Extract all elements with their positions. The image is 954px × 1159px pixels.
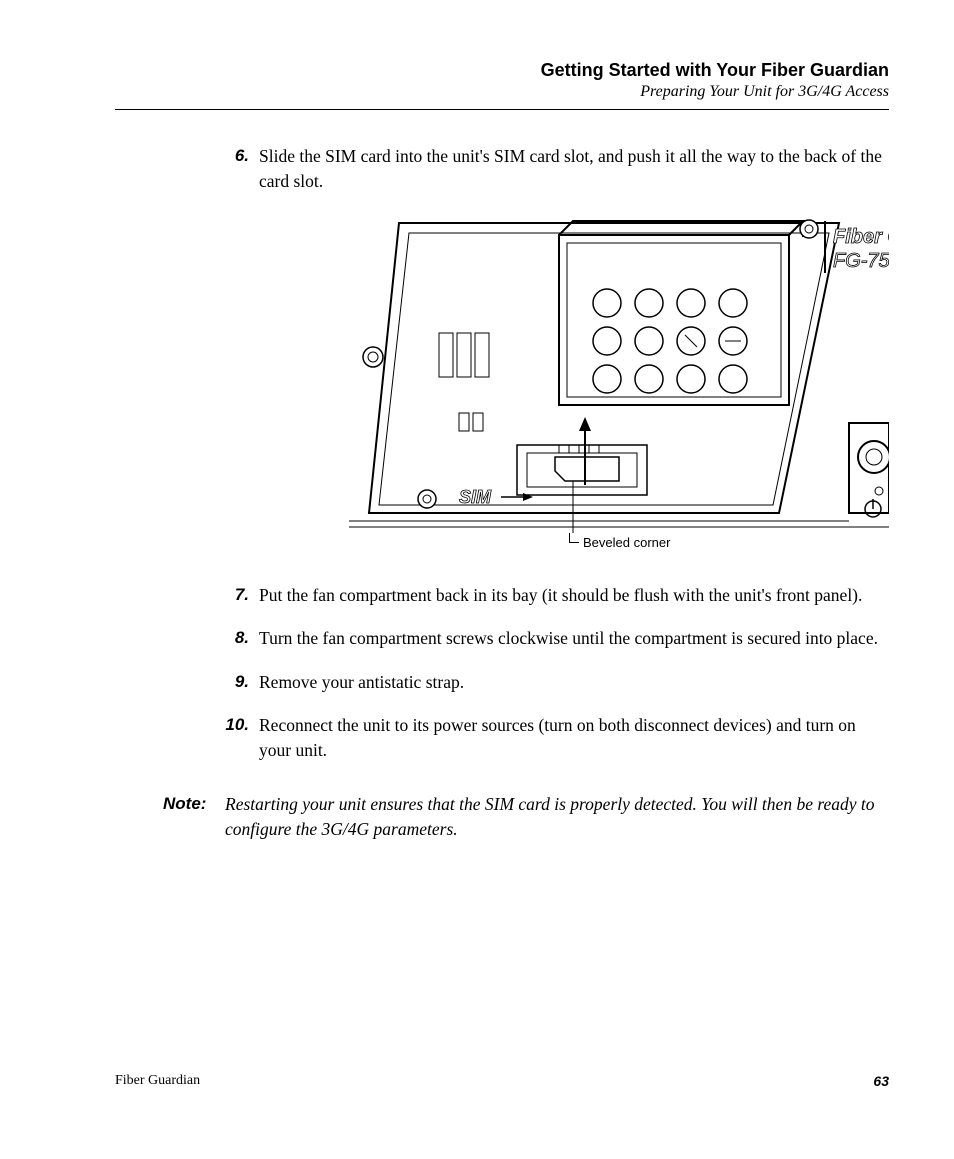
step-9: 9. Remove your antistatic strap. <box>225 670 889 695</box>
footer-product-name: Fiber Guardian <box>115 1073 200 1089</box>
footer-page-number: 63 <box>873 1073 889 1089</box>
figure-container: Fiber G FG-750 <box>225 213 889 555</box>
step-text: Turn the fan compartment screws clockwis… <box>259 626 889 651</box>
step-text: Slide the SIM card into the unit's SIM c… <box>259 144 889 195</box>
header-rule <box>115 109 889 110</box>
caption-leader-icon <box>569 533 579 543</box>
step-7: 7. Put the fan compartment back in its b… <box>225 583 889 608</box>
step-number: 7. <box>225 583 259 608</box>
step-number: 10. <box>225 713 259 764</box>
step-6: 6. Slide the SIM card into the unit's SI… <box>225 144 889 195</box>
figure-caption-row: Beveled corner <box>349 535 889 555</box>
note-label: Note: <box>163 792 225 843</box>
step-text: Put the fan compartment back in its bay … <box>259 583 889 608</box>
step-number: 8. <box>225 626 259 651</box>
steps-list: 6. Slide the SIM card into the unit's SI… <box>225 144 889 764</box>
step-number: 9. <box>225 670 259 695</box>
sim-label: SIM <box>459 487 492 507</box>
step-10: 10. Reconnect the unit to its power sour… <box>225 713 889 764</box>
device-label-2: FG-750 <box>833 250 889 272</box>
device-label-1: Fiber G <box>833 226 889 248</box>
page-footer: Fiber Guardian 63 <box>115 1073 889 1089</box>
header-subtitle: Preparing Your Unit for 3G/4G Access <box>115 83 889 101</box>
figure-caption: Beveled corner <box>583 535 670 550</box>
header-title: Getting Started with Your Fiber Guardian <box>115 60 889 81</box>
step-text: Remove your antistatic strap. <box>259 670 889 695</box>
page-header: Getting Started with Your Fiber Guardian… <box>115 60 889 110</box>
note-text: Restarting your unit ensures that the SI… <box>225 792 889 843</box>
device-diagram: Fiber G FG-750 <box>349 213 889 533</box>
note-block: Note: Restarting your unit ensures that … <box>115 792 889 843</box>
step-text: Reconnect the unit to its power sources … <box>259 713 889 764</box>
step-8: 8. Turn the fan compartment screws clock… <box>225 626 889 651</box>
step-number: 6. <box>225 144 259 195</box>
